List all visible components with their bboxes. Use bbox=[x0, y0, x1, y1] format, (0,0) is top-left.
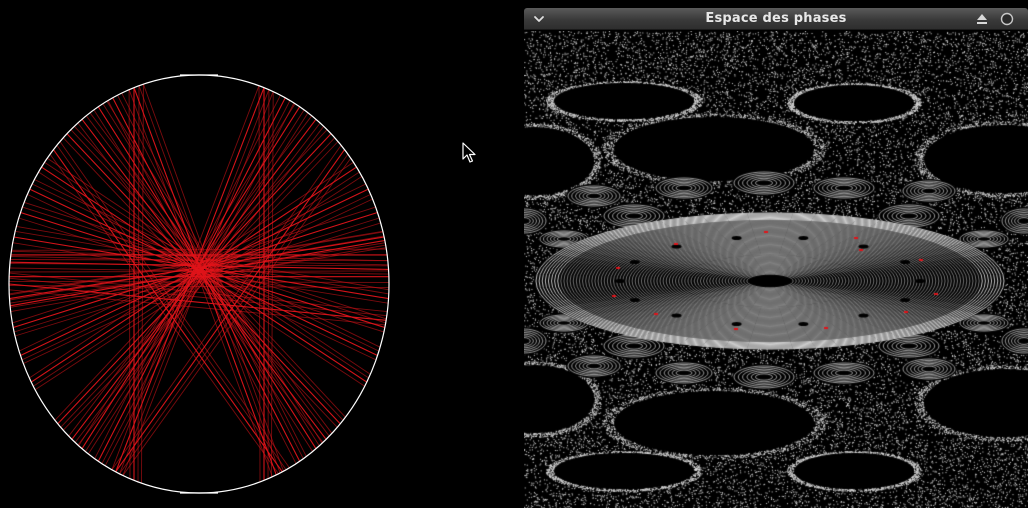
trajectory-segment bbox=[11, 250, 388, 262]
trajectory-segment bbox=[54, 129, 328, 421]
mouse-pointer-icon bbox=[462, 142, 476, 163]
trajectory-segment bbox=[9, 272, 388, 313]
trajectory-segment bbox=[8, 285, 390, 289]
chevron-down-icon[interactable] bbox=[530, 10, 548, 28]
billiard-svg bbox=[8, 74, 390, 494]
trajectory-segment bbox=[9, 239, 385, 307]
trajectory-group bbox=[8, 83, 390, 484]
trajectory-segment bbox=[49, 153, 279, 475]
window-title: Espace des phases bbox=[705, 11, 847, 26]
trajectory-segment bbox=[16, 225, 389, 291]
trajectory-segment bbox=[8, 280, 390, 283]
trajectory-segment bbox=[23, 198, 373, 365]
trajectory-segment bbox=[9, 235, 384, 301]
trajectory-segment bbox=[30, 166, 357, 383]
trajectory-segment bbox=[59, 141, 290, 469]
trajectory-segment bbox=[9, 231, 384, 296]
trajectory-segment bbox=[11, 248, 387, 251]
trajectory-segment bbox=[70, 129, 344, 421]
trajectory-segment bbox=[41, 166, 368, 383]
trajectory-segment bbox=[9, 263, 389, 267]
trajectory-segment bbox=[9, 270, 389, 273]
trajectory-segment bbox=[9, 230, 383, 295]
trajectory-segment bbox=[29, 161, 354, 379]
circle-close-icon[interactable] bbox=[998, 10, 1016, 28]
trajectory-segment bbox=[119, 153, 349, 475]
trajectory-segment bbox=[267, 89, 270, 479]
phase-space-window[interactable]: Espace des phases bbox=[524, 8, 1028, 508]
trajectory-segment bbox=[128, 89, 273, 477]
trajectory-segment bbox=[115, 149, 345, 473]
trajectory-segment bbox=[10, 259, 388, 262]
trajectory-segment bbox=[128, 89, 131, 479]
trajectory-segment bbox=[13, 217, 380, 333]
phase-space-plot[interactable] bbox=[524, 31, 1028, 508]
eject-icon[interactable] bbox=[973, 10, 991, 28]
trajectory-segment bbox=[122, 157, 352, 476]
trajectory-segment bbox=[56, 144, 287, 471]
trajectory-segment bbox=[111, 85, 260, 470]
trajectory-segment bbox=[9, 289, 386, 326]
trajectory-segment bbox=[10, 255, 389, 266]
trajectory-segment bbox=[138, 85, 281, 474]
window-titlebar[interactable]: Espace des phases bbox=[524, 8, 1028, 30]
trajectory-segment bbox=[111, 144, 342, 471]
trajectory-segment bbox=[62, 141, 339, 431]
trajectory-segment bbox=[8, 283, 387, 321]
trajectory-segment bbox=[60, 137, 336, 428]
trajectory-segment bbox=[20, 211, 385, 329]
billiard-view[interactable] bbox=[0, 0, 520, 508]
trajectory-segment bbox=[10, 244, 386, 313]
trajectory-segment bbox=[20, 188, 369, 356]
trajectory-segment bbox=[44, 161, 369, 379]
trajectory-segment bbox=[53, 149, 283, 473]
trajectory-segment bbox=[13, 211, 378, 329]
trajectory-segment bbox=[9, 261, 389, 270]
trajectory-segment bbox=[141, 84, 144, 484]
trajectory-segment bbox=[258, 85, 261, 482]
trajectory-segment bbox=[34, 176, 363, 391]
trajectory-segment bbox=[270, 91, 274, 478]
trajectory-segment bbox=[137, 85, 140, 482]
